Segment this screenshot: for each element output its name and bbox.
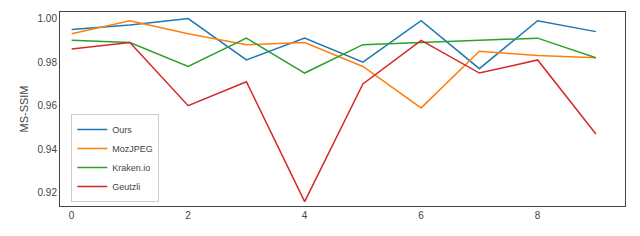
svg-text:MS-SSIM: MS-SSIM bbox=[18, 85, 30, 132]
svg-text:Kraken.io: Kraken.io bbox=[112, 163, 150, 173]
svg-text:0: 0 bbox=[69, 210, 75, 221]
svg-text:0.98: 0.98 bbox=[38, 57, 58, 68]
svg-text:2: 2 bbox=[185, 210, 191, 221]
svg-text:Ours: Ours bbox=[112, 125, 132, 135]
svg-text:Geutzli: Geutzli bbox=[112, 182, 140, 192]
svg-text:0.94: 0.94 bbox=[38, 144, 58, 155]
svg-text:1.00: 1.00 bbox=[38, 13, 58, 24]
svg-text:MozJPEG: MozJPEG bbox=[112, 144, 153, 154]
svg-text:0.96: 0.96 bbox=[38, 100, 58, 111]
svg-text:4: 4 bbox=[302, 210, 308, 221]
svg-text:8: 8 bbox=[535, 210, 541, 221]
svg-text:6: 6 bbox=[418, 210, 424, 221]
svg-text:0.92: 0.92 bbox=[38, 187, 58, 198]
